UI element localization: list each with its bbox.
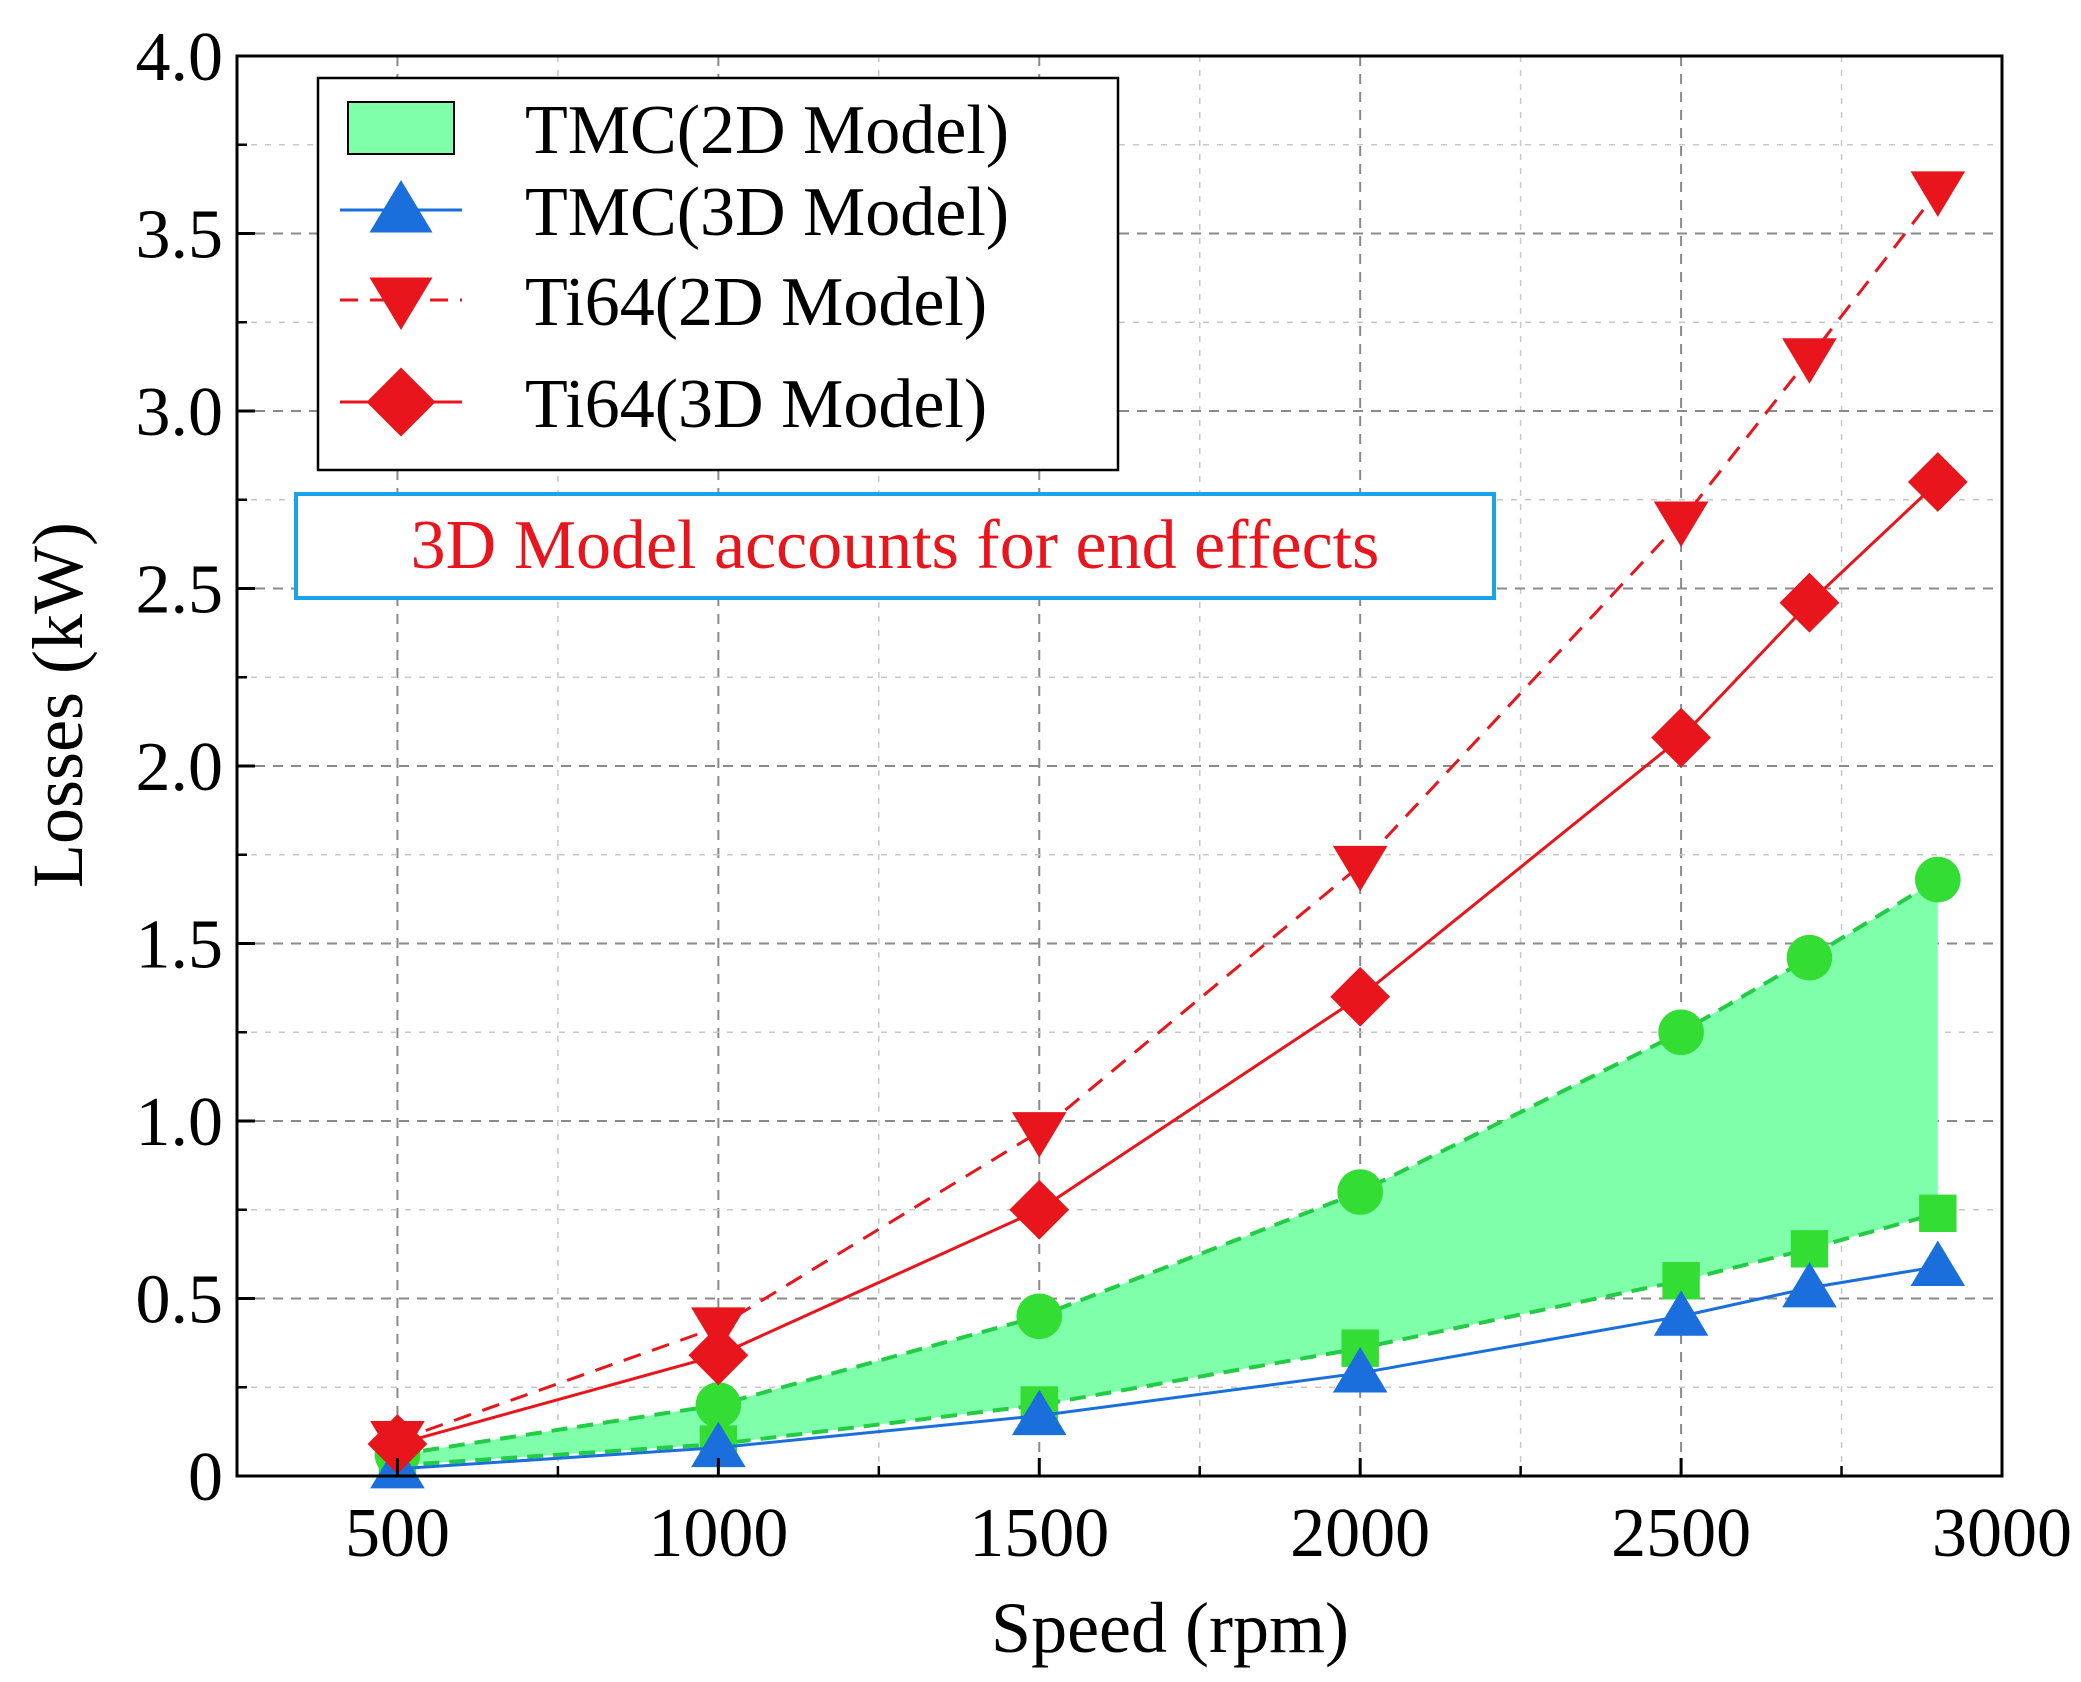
y-tick-label: 1.0 [136,1084,224,1161]
y-tick-label: 2.0 [136,729,224,806]
series-point [1653,501,1709,548]
legend-label: TMC(2D Model) [525,92,1009,169]
legend-label: TMC(3D Model) [525,174,1009,251]
legend-label: Ti64(3D Model) [525,366,987,443]
band-upper-point [1658,1009,1704,1056]
legend: TMC(2D Model)TMC(3D Model) Ti64(2D Model)… [316,76,1120,472]
legend-entry: TMC(2D Model) [347,92,1009,169]
x-tick-label: 2000 [1290,1495,1430,1572]
y-tick-label: 0.5 [136,1262,224,1339]
band-lower-point [1919,1194,1957,1232]
y-tick-label: 1.5 [136,907,224,984]
band-upper-point [1915,856,1961,903]
legend-entry: Ti64(3D Model) [340,366,987,443]
y-tick-label: 0 [188,1439,223,1516]
y-tick-label: 3.5 [136,197,224,274]
x-tick-label: 500 [345,1495,450,1572]
tmc-2d-band [374,856,1961,1485]
series-point [367,1414,428,1474]
series-point [1011,1389,1067,1436]
y-tick-label: 3.0 [136,374,224,451]
series-point [691,1421,746,1468]
annotation-text: 3D Model accounts for end effects [411,507,1380,584]
series-point [1910,1240,1966,1287]
x-tick-label: 3000 [1932,1495,2072,1572]
series-point [1782,338,1837,384]
band-area [397,879,1938,1466]
legend-marker [369,180,433,233]
series-point [1779,572,1840,633]
x-tick-label: 1500 [969,1495,1109,1572]
axis-ticks: 500 1000 1500 2000 2500 3000 0 0.5 1.0 1.5 2.0 2.5 3… [136,19,2073,1572]
series-point [1011,1112,1067,1158]
band-upper-point [695,1382,742,1428]
x-tick-label: 1000 [648,1495,788,1572]
legend-entry: Ti64(2D Model) [340,264,987,341]
series-point [1330,966,1391,1027]
y-axis-title: Losses (kW) [18,522,98,888]
series-point [1651,707,1711,768]
legend-swatch [347,101,455,155]
legend-box [316,76,1120,472]
series-point [1782,1261,1837,1308]
series-point [688,1325,749,1386]
band-upper-point [1337,1169,1383,1215]
legend-entry: TMC(3D Model) [340,174,1009,251]
band-upper-point [1016,1293,1063,1340]
legend-label: Ti64(2D Model) [525,264,987,341]
y-tick-label: 4.0 [136,19,224,96]
x-tick-label: 2500 [1611,1495,1751,1572]
series-point [1910,171,1966,217]
band-lower-point [1790,1230,1829,1268]
annotation-box [294,492,1496,600]
series-point [1009,1179,1070,1240]
series-point [1653,1290,1709,1336]
legend-marker [366,367,436,437]
legend-marker [369,277,433,330]
band-upper-point [1786,934,1833,981]
series-point [1907,452,1968,512]
y-tick-label: 2.5 [136,552,224,629]
series-point [1332,1347,1388,1393]
series-2 [367,452,1968,1474]
x-axis-title: Speed (rpm) [991,1588,1349,1668]
annotation: 3D Model accounts for end effects [294,492,1496,600]
series-point [1332,845,1388,892]
